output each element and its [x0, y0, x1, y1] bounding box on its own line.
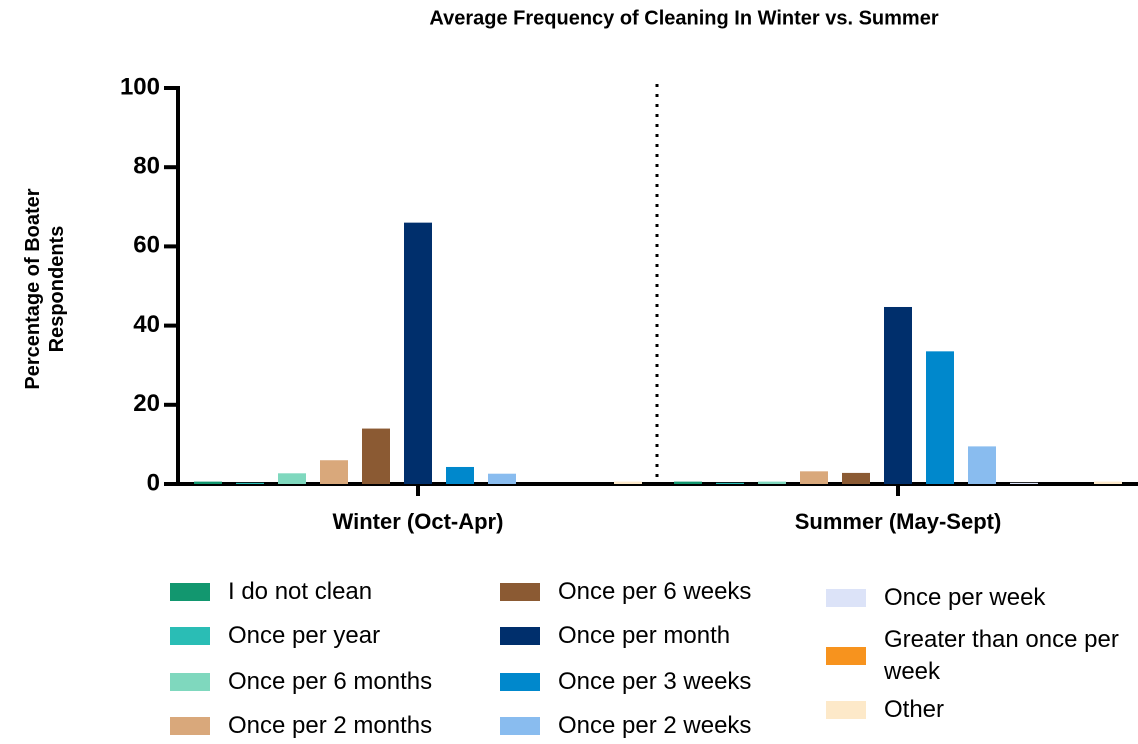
y-tick-label: 20 [133, 390, 160, 417]
chart-title: Average Frequency of Cleaning In Winter … [429, 7, 938, 29]
legend-label: Once per week [884, 584, 1046, 611]
bar [320, 460, 348, 484]
y-axis-label: Percentage of Boater Respondents [22, 188, 68, 390]
bar [1094, 481, 1122, 484]
legend-item: Once per month [500, 620, 798, 652]
legend-label: Greater than once per week [884, 626, 1119, 685]
bar [362, 428, 390, 484]
bar [758, 481, 786, 484]
y-tick-label: 100 [120, 73, 160, 100]
bar [614, 481, 642, 484]
legend-swatch [170, 717, 210, 735]
y-tick-label: 40 [133, 311, 160, 338]
y-tick-label: 0 [147, 469, 160, 496]
legend-label: Other [884, 696, 945, 723]
legend-label: I do not clean [228, 578, 373, 605]
y-tick-label: 80 [133, 153, 160, 180]
legend-swatch [170, 583, 210, 601]
legend-swatch [500, 583, 540, 601]
bar [236, 482, 264, 484]
legend-swatch [826, 701, 866, 719]
legend-label: Once per year [228, 622, 381, 649]
bar [1010, 482, 1038, 484]
legend-item: Once per week [826, 582, 1119, 614]
x-tick-label: Summer (May-Sept) [795, 509, 1002, 534]
bar [194, 481, 222, 484]
legend-item: Once per 2 weeks [500, 710, 798, 742]
bar [404, 222, 432, 484]
legend-item: I do not clean [170, 576, 468, 608]
legend-item: Once per 2 months [170, 710, 468, 742]
legend-swatch [500, 717, 540, 735]
bar [800, 471, 828, 484]
bar [488, 473, 516, 484]
legend-swatch [826, 589, 866, 607]
legend-label: Once per 3 weeks [558, 668, 752, 695]
legend-label: Once per month [558, 622, 731, 649]
legend-item: Once per 6 weeks [500, 576, 798, 608]
bar [278, 473, 306, 484]
y-tick-label: 60 [133, 232, 160, 259]
legend-swatch [500, 673, 540, 691]
legend-swatch [826, 647, 866, 665]
bar [674, 481, 702, 484]
bar [716, 482, 744, 484]
legend-label: Once per 6 months [228, 668, 433, 695]
bar [926, 351, 954, 484]
legend-item: Greater than once per week [826, 624, 1119, 688]
legend-label: Once per 6 weeks [558, 578, 752, 605]
bar [968, 446, 996, 484]
bar [884, 306, 912, 484]
bar [842, 472, 870, 484]
legend-swatch [170, 627, 210, 645]
legend-item: Once per year [170, 620, 468, 652]
legend-item: Once per 6 months [170, 666, 468, 698]
legend-item: Once per 3 weeks [500, 666, 798, 698]
legend-label: Once per 2 months [228, 712, 433, 739]
bar [446, 466, 474, 484]
x-tick-label: Winter (Oct-Apr) [333, 509, 504, 534]
legend-item: Other [826, 694, 1119, 726]
legend-swatch [170, 673, 210, 691]
legend-swatch [500, 627, 540, 645]
legend-label: Once per 2 weeks [558, 712, 752, 739]
